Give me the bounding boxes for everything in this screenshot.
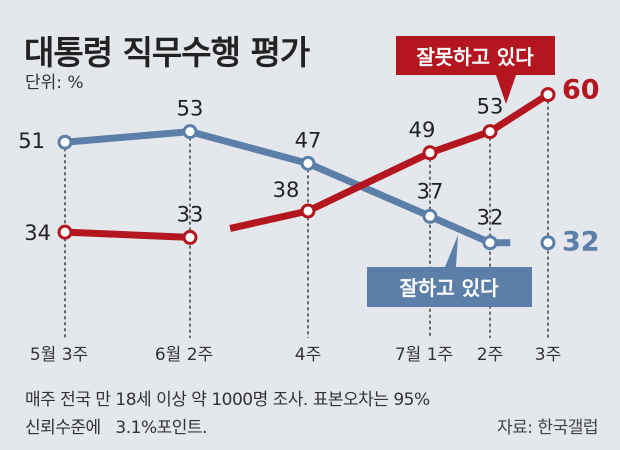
blue-data-label: 53 [177,97,204,121]
red-line-segment [428,128,492,157]
red-legend-callout [396,36,555,104]
blue-data-point [182,124,198,140]
chart-title: 대통령 직무수행 평가 [24,33,310,72]
unit-label: 단위: % [25,73,84,93]
red-line-segment [488,91,550,135]
red-data-point [422,145,438,161]
red-data-label: 33 [177,202,204,226]
red-data-label: 38 [273,178,300,202]
x-tick-label: 6월 2주 [155,345,213,365]
blue-line-segment [306,160,432,220]
red-data-point [300,203,316,219]
red-line-segment [64,228,191,241]
red-legend-label: 잘못하고 있다 [416,45,534,69]
red-data-label: 60 [562,75,600,106]
red-data-point [540,87,556,103]
blue-legend-callout [367,235,532,307]
x-tick-label: 4주 [295,345,321,365]
red-line-segment [229,207,309,232]
red-data-label: 49 [409,118,436,142]
blue-legend-label: 잘하고 있다 [400,276,500,300]
red-data-point [182,229,198,245]
blue-data-label: 37 [417,179,444,203]
blue-data-point [57,134,73,150]
footnote-line1: 매주 전국 만 18세 이상 약 1000명 조사. 표본오차는 95% [25,390,430,410]
blue-data-point [482,235,498,251]
x-tick-label: 2주 [477,345,503,365]
blue-data-label: 51 [18,129,45,153]
x-tick-label: 5월 3주 [30,345,88,365]
blue-line-segment [189,128,309,167]
source-label: 자료: 한국갤럽 [497,418,598,438]
red-data-point [482,124,498,140]
blue-data-point [422,208,438,224]
blue-data-point [300,155,316,171]
red-data-label: 53 [477,95,504,119]
footnote-line2: 신뢰수준에 3.1%포인트. [25,418,207,438]
blue-data-label: 47 [295,128,322,152]
blue-data-label: 32 [477,206,504,230]
blue-data-label: 32 [562,227,600,258]
blue-data-point [540,235,556,251]
x-tick-label: 7월 1주 [395,345,453,365]
blue-line-segment [64,128,191,146]
red-data-point [57,224,73,240]
x-tick-label: 3주 [535,345,561,365]
blue-line-segment [428,213,492,246]
red-line-segment [306,149,432,215]
red-data-label: 34 [24,221,51,245]
